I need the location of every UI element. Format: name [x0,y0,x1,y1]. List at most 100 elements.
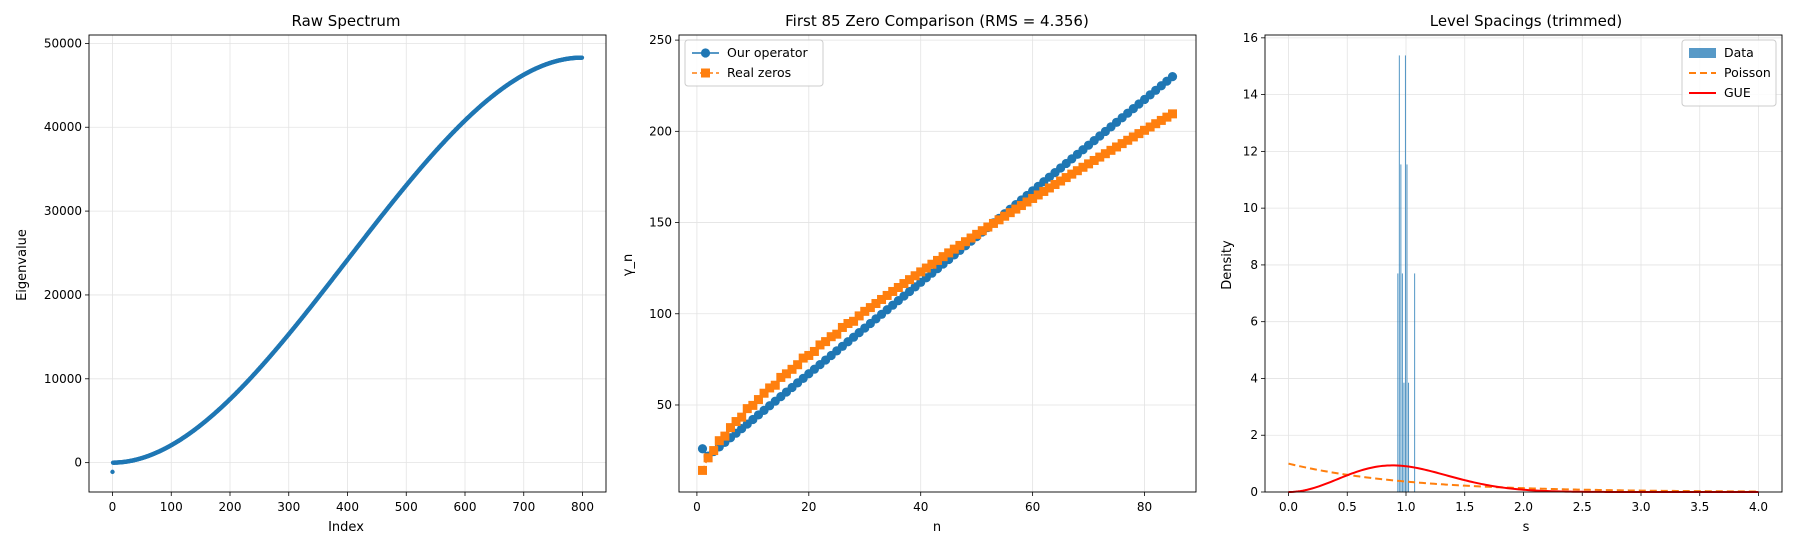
level-spacings-ytick-label: 0 [1250,485,1258,499]
real-zeros-point [955,240,965,250]
legend-real-zeros-marker [701,68,710,78]
zero-comparison-xtick-label: 20 [801,500,816,514]
zero-comparison-ytick-label: 250 [649,33,672,47]
spectrum-point [579,55,585,60]
level-spacings-xtick-label: 1.5 [1455,500,1474,514]
level-spacings-ytick-label: 2 [1250,428,1258,442]
raw-spectrum-xtick-label: 600 [454,500,477,514]
real-zeros-point [1162,112,1172,122]
histogram-bar [1398,55,1400,493]
real-zeros-point [765,383,775,393]
real-zeros-point [893,282,903,292]
real-zeros-point [1156,115,1166,125]
real-zeros-point [994,215,1004,225]
level-spacings-ytick-label: 14 [1243,88,1258,102]
zero-comparison-frame [678,34,1197,493]
real-zeros-point [720,431,730,441]
raw-spectrum-title: Raw Spectrum [291,12,400,30]
level-spacings-xtick-label: 0.5 [1338,500,1357,514]
real-zeros-point [1028,193,1038,203]
zero-comparison-ytick-label: 150 [649,216,672,230]
real-zeros-point [837,322,847,332]
real-zeros-point [860,306,870,316]
raw-spectrum-xtick-label: 800 [571,500,594,514]
histogram-bar [1400,164,1402,492]
real-zeros-point [714,436,724,446]
zero-comparison-legend: Our operator Real zeros [684,39,824,87]
zero-comparison-xtick-label: 80 [1137,500,1152,514]
real-zeros-point [854,311,864,321]
real-zeros-point [821,337,831,347]
raw-spectrum-xtick-label: 700 [512,500,535,514]
raw-spectrum-ylabel: Eigenvalue [15,229,30,301]
real-zeros-point [1022,197,1032,207]
zero-comparison-title: First 85 Zero Comparison (RMS = 4.356) [785,12,1089,30]
level-spacings-ylabel: Density [1220,240,1235,290]
real-zeros-point [1044,183,1054,193]
level-spacings-frame [1264,34,1783,493]
legend-real-zeros-label: Real zeros [727,65,791,80]
level-spacings-xlabel: s [1523,520,1530,535]
real-zeros-point [781,369,791,379]
histogram-bar [1401,273,1403,492]
real-zeros-point [1106,145,1116,155]
histogram-bar [1403,382,1405,492]
raw-spectrum-panel: Raw Spectrum Index Eigenvalue 0 100 200 300… [15,12,607,535]
histogram-bar [1406,164,1408,492]
real-zeros-point [1112,142,1122,152]
histogram-bar [1407,382,1410,492]
real-zeros-point [1072,166,1082,176]
real-zeros-point [1005,208,1015,218]
real-zeros-point [1117,139,1127,149]
real-zeros-point [815,340,825,350]
level-spacings-ytick-label: 6 [1250,315,1258,329]
real-zeros-point [770,380,780,390]
real-zeros-point [709,446,719,456]
real-zeros-point [899,279,909,289]
level-spacings-grid [1265,35,1782,493]
legend-data-label: Data [1724,45,1754,60]
legend-our-operator-label: Our operator [727,45,808,60]
real-zeros-point [905,275,915,285]
level-spacings-title: Level Spacings (trimmed) [1430,12,1623,30]
real-zeros-point [1000,211,1010,221]
raw-spectrum-xtick-label: 200 [219,500,242,514]
real-zeros-point [938,252,948,262]
level-spacings-plot-area [1288,55,1759,493]
real-zeros-point [1061,173,1071,183]
real-zeros-point [927,259,937,269]
real-zeros-point [725,423,735,433]
real-zeros-point [776,372,786,382]
real-zeros-point [1039,186,1049,196]
zero-comparison-ytick-label: 50 [657,398,672,412]
legend-poisson-label: Poisson [1724,65,1771,80]
real-zeros-point [809,346,819,356]
real-zeros-point [988,218,998,228]
raw-spectrum-ytick-label: 20000 [44,288,82,302]
level-spacings-panel: Level Spacings (trimmed) s Density 0.0 0.… [1220,12,1783,535]
level-spacings-legend: Data Poisson GUE [1681,39,1777,107]
level-spacings-xtick-label: 2.0 [1514,500,1533,514]
real-zeros-point [832,329,842,339]
level-spacings-ytick-label: 4 [1250,371,1258,385]
legend-data-swatch [1689,48,1716,58]
real-zeros-point [1145,122,1155,132]
real-zeros-point [1016,201,1026,211]
raw-spectrum-xtick-label: 400 [336,500,359,514]
raw-spectrum-ytick-label: 50000 [44,36,82,50]
real-zeros-point [983,222,993,232]
real-zeros-point [843,319,853,329]
real-zeros-point [737,412,747,422]
real-zeros-point [804,350,814,360]
zero-comparison-xtick-label: 0 [693,500,701,514]
raw-spectrum-ytick-label: 30000 [44,204,82,218]
raw-spectrum-frame [88,34,607,493]
real-zeros-point [826,332,836,342]
legend-gue-label: GUE [1724,85,1751,100]
real-zeros-point [910,271,920,281]
level-spacings-ytick-label: 10 [1243,201,1258,215]
zero-comparison-xtick-label: 40 [913,500,928,514]
real-zeros-point [787,364,797,374]
raw-spectrum-xtick-label: 0 [109,500,117,514]
